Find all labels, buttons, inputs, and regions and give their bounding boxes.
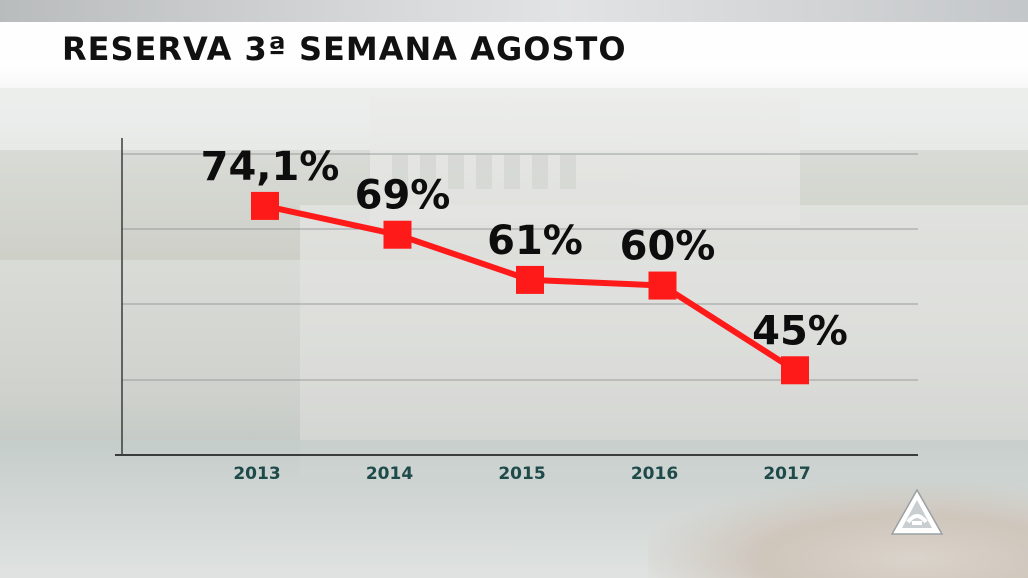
background-rocks <box>648 483 1028 578</box>
x-tick-label-2013: 2013 <box>233 464 280 484</box>
x-tick-label-2016: 2016 <box>631 464 678 484</box>
data-point-2017 <box>781 356 809 385</box>
data-label-2013: 74,1% <box>201 144 340 190</box>
data-point-2015 <box>516 265 544 294</box>
data-point-2013 <box>251 191 279 220</box>
data-label-2015: 61% <box>487 218 583 264</box>
data-label-2017: 45% <box>752 308 848 354</box>
background-dam-tower <box>370 95 800 225</box>
antena3-logo-icon <box>890 488 944 535</box>
data-point-2016 <box>648 271 677 300</box>
data-label-2016: 60% <box>620 224 716 270</box>
data-point-2014 <box>383 220 412 249</box>
x-tick-label-2017: 2017 <box>763 464 810 484</box>
title-band <box>0 22 1028 88</box>
x-tick-label-2014: 2014 <box>366 464 413 484</box>
background-dam-wall <box>300 205 1028 475</box>
chart-title: RESERVA 3ª SEMANA AGOSTO <box>62 30 627 68</box>
top-strip <box>0 0 1028 22</box>
x-tick-label-2015: 2015 <box>498 464 545 484</box>
data-label-2014: 69% <box>355 173 451 219</box>
